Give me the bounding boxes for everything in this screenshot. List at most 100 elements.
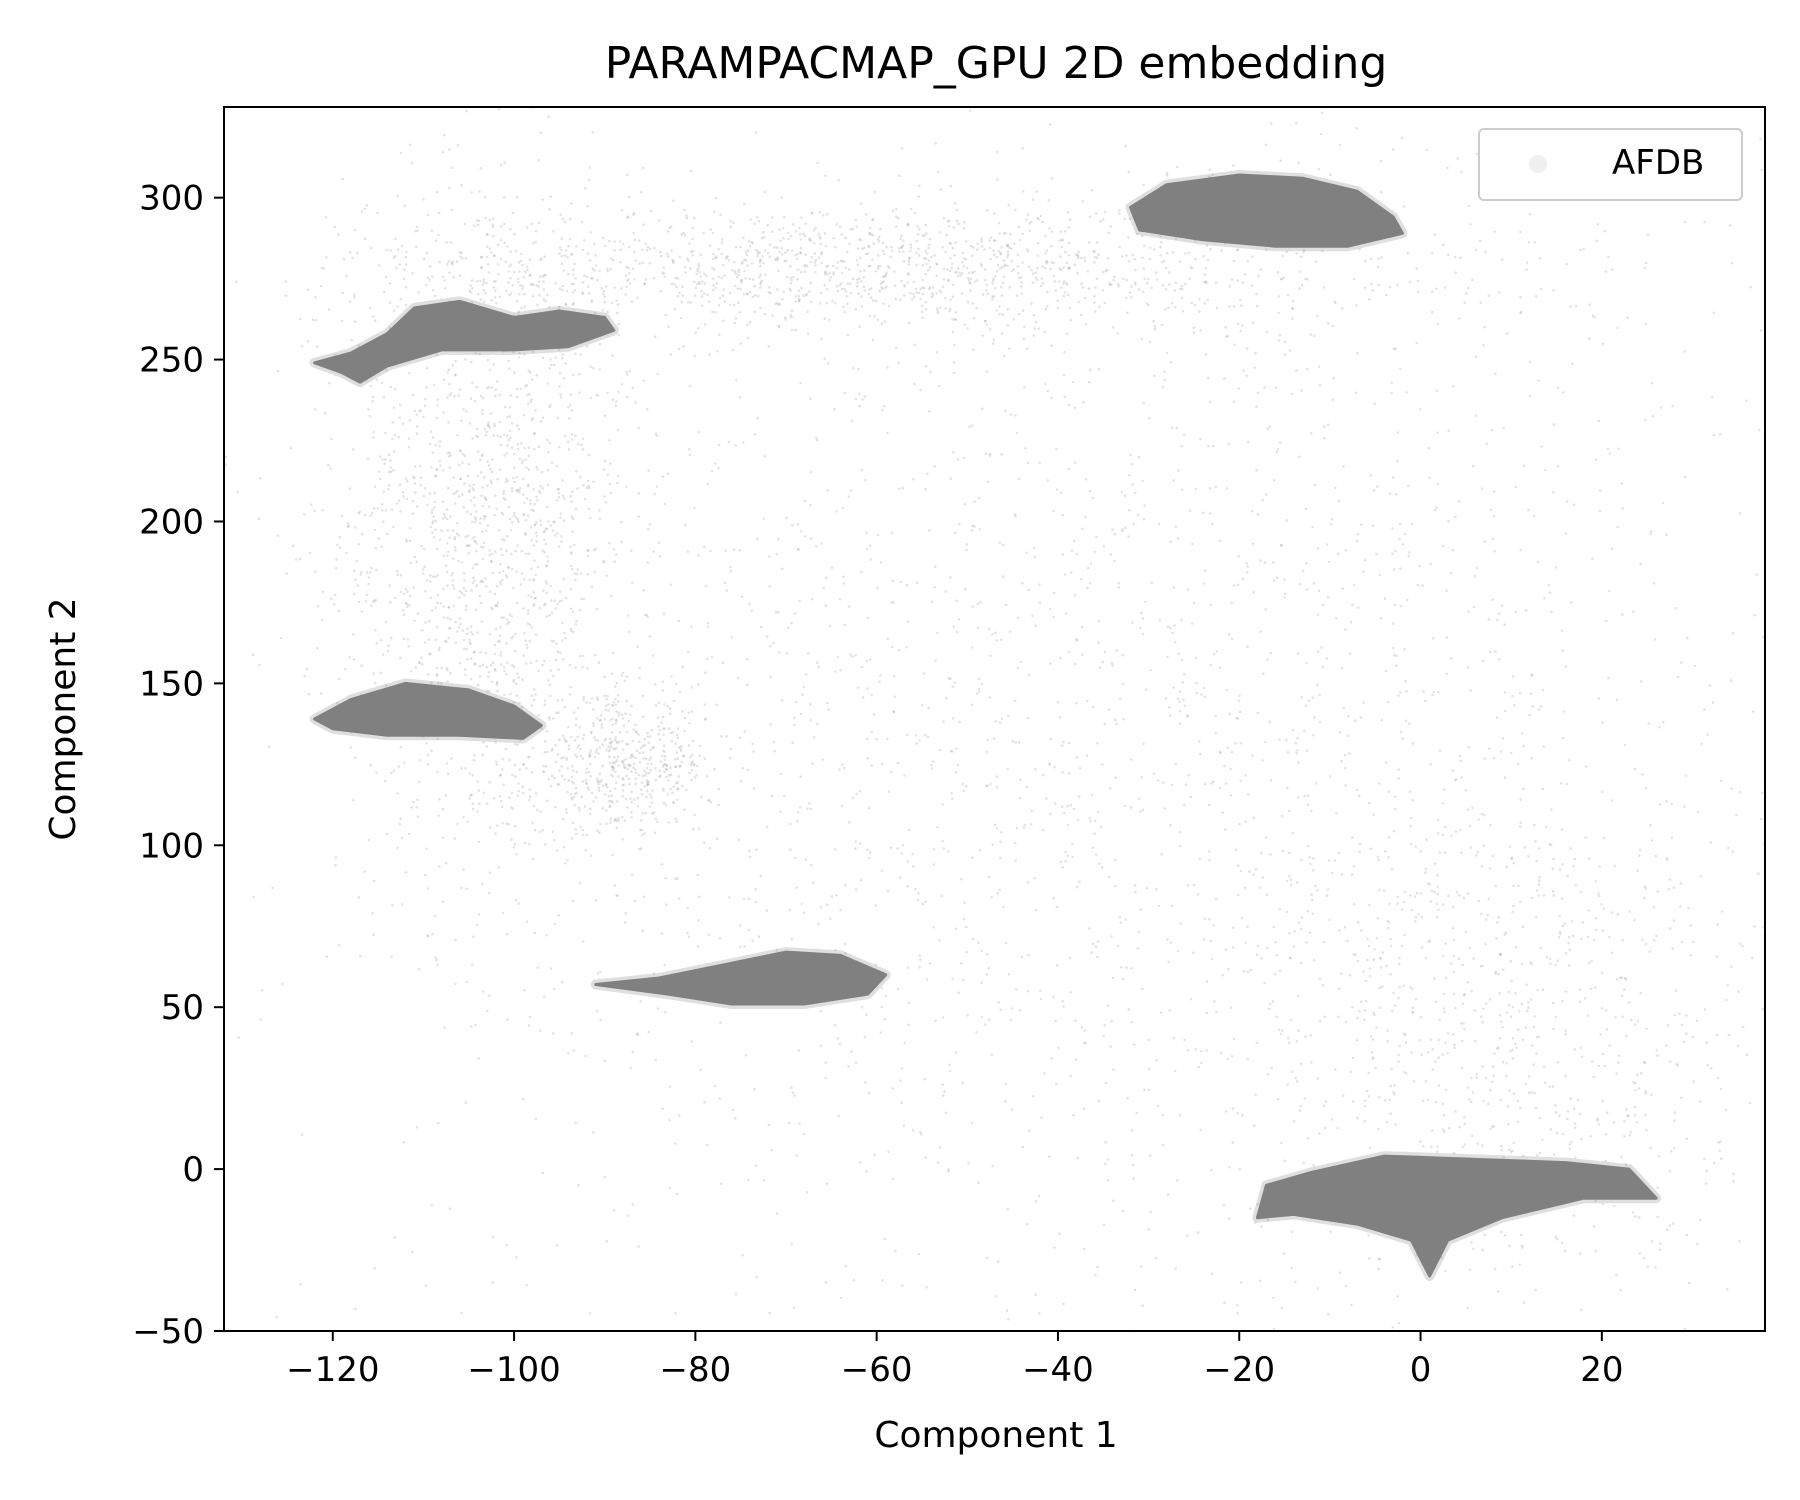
sparse-point-region-3 xyxy=(606,473,609,477)
sparse-point-region-3 xyxy=(585,781,588,784)
sparse-point-region-2 xyxy=(588,754,591,757)
sparse-point-region-3 xyxy=(511,567,514,571)
sparse-point-region-1 xyxy=(936,311,940,315)
sparse-point-region-3 xyxy=(542,530,545,534)
sparse-point-region-3 xyxy=(1288,851,1291,855)
sparse-point-region-3 xyxy=(1208,512,1212,515)
sparse-point-region-1 xyxy=(696,282,699,286)
sparse-point-region-4 xyxy=(1160,853,1163,856)
sparse-point-region-1 xyxy=(666,230,670,233)
sparse-point-region-1 xyxy=(833,301,837,305)
sparse-point-region-1 xyxy=(818,210,821,214)
sparse-point-region-0 xyxy=(429,442,432,446)
sparse-point-region-3 xyxy=(750,609,753,613)
sparse-point-region-0 xyxy=(516,395,519,399)
sparse-point-region-4 xyxy=(1427,940,1430,943)
sparse-point-region-0 xyxy=(375,641,379,645)
sparse-point-region-3 xyxy=(1252,816,1255,819)
sparse-point-region-0 xyxy=(532,448,536,451)
sparse-point-region-3 xyxy=(1000,717,1004,721)
sparse-point-region-0 xyxy=(457,534,461,537)
sparse-point-region-3 xyxy=(896,761,900,765)
sparse-point-region-0 xyxy=(479,255,483,259)
sparse-point-region-0 xyxy=(335,558,339,561)
sparse-point-region-3 xyxy=(687,448,691,451)
sparse-point-region-4 xyxy=(1117,586,1121,589)
sparse-point-region-0 xyxy=(485,665,489,669)
sparse-point-region-1 xyxy=(939,291,943,294)
sparse-point-region-3 xyxy=(1566,1110,1570,1113)
sparse-point-region-3 xyxy=(582,940,585,943)
sparse-point-region-1 xyxy=(949,269,952,273)
sparse-point-region-1 xyxy=(871,234,875,237)
sparse-point-region-0 xyxy=(482,791,486,795)
sparse-point-region-3 xyxy=(833,1024,837,1027)
sparse-point-region-1 xyxy=(670,282,674,285)
sparse-point-region-0 xyxy=(475,279,479,283)
sparse-point-region-1 xyxy=(885,246,888,249)
sparse-point-region-3 xyxy=(1238,710,1242,714)
sparse-point-region-3 xyxy=(1059,656,1062,660)
sparse-point-region-3 xyxy=(742,897,746,901)
sparse-point-region-0 xyxy=(446,584,449,587)
sparse-point-region-4 xyxy=(1610,911,1613,914)
sparse-point-region-3 xyxy=(872,713,876,716)
sparse-point-region-4 xyxy=(985,973,989,976)
sparse-point-region-0 xyxy=(604,500,608,504)
sparse-point-region-1 xyxy=(902,239,905,242)
sparse-point-region-0 xyxy=(516,442,520,446)
sparse-point-region-0 xyxy=(501,537,504,541)
sparse-point-region-1 xyxy=(1152,319,1155,323)
sparse-point-region-1 xyxy=(530,222,534,226)
sparse-point-region-3 xyxy=(1121,528,1124,531)
sparse-point-region-0 xyxy=(473,650,477,654)
sparse-point-region-2 xyxy=(539,810,542,813)
sparse-point-region-2 xyxy=(638,677,641,680)
sparse-point-region-1 xyxy=(969,289,972,292)
sparse-point-region-2 xyxy=(696,873,699,877)
sparse-point-region-1 xyxy=(848,268,851,271)
sparse-point-region-1 xyxy=(888,266,891,270)
sparse-point-region-1 xyxy=(739,245,742,249)
sparse-point-region-0 xyxy=(503,405,507,409)
sparse-point-region-2 xyxy=(690,778,693,782)
sparse-point-region-1 xyxy=(1246,347,1249,350)
sparse-point-region-1 xyxy=(972,348,975,352)
sparse-point-region-1 xyxy=(790,309,794,312)
sparse-point-region-0 xyxy=(476,218,479,222)
sparse-point-region-1 xyxy=(703,272,706,276)
sparse-point-region-3 xyxy=(916,898,920,902)
sparse-point-region-1 xyxy=(969,277,973,280)
sparse-point-region-1 xyxy=(789,289,792,293)
sparse-point-region-1 xyxy=(820,251,824,254)
sparse-point-region-1 xyxy=(809,260,812,264)
sparse-point-region-0 xyxy=(484,577,487,580)
sparse-point-region-4 xyxy=(1055,964,1059,967)
sparse-point-region-0 xyxy=(481,530,484,534)
sparse-point-region-3 xyxy=(1019,778,1022,781)
sparse-point-region-3 xyxy=(514,649,517,653)
sparse-point-region-0 xyxy=(475,923,479,926)
sparse-point-region-1 xyxy=(425,283,428,287)
sparse-point-region-0 xyxy=(466,474,470,478)
sparse-point-region-3 xyxy=(955,747,958,751)
sparse-point-region-3 xyxy=(581,292,585,295)
sparse-point-region-3 xyxy=(1147,1067,1151,1070)
sparse-point-region-0 xyxy=(504,477,508,481)
sparse-point-region-0 xyxy=(479,458,482,462)
sparse-point-region-0 xyxy=(509,692,512,696)
sparse-point-region-2 xyxy=(633,768,637,771)
sparse-point-region-3 xyxy=(548,683,552,687)
sparse-point-region-1 xyxy=(1010,259,1014,263)
sparse-point-region-2 xyxy=(617,764,620,767)
sparse-point-region-0 xyxy=(456,521,459,525)
sparse-point-region-0 xyxy=(512,680,515,684)
sparse-point-region-0 xyxy=(542,280,545,284)
sparse-point-region-1 xyxy=(1050,261,1053,264)
sparse-point-region-2 xyxy=(584,849,588,852)
sparse-point-region-0 xyxy=(382,520,385,524)
sparse-point-region-2 xyxy=(654,817,658,820)
sparse-point-region-3 xyxy=(1075,885,1079,889)
sparse-point-region-3 xyxy=(1007,972,1011,976)
sparse-point-region-1 xyxy=(780,196,783,199)
